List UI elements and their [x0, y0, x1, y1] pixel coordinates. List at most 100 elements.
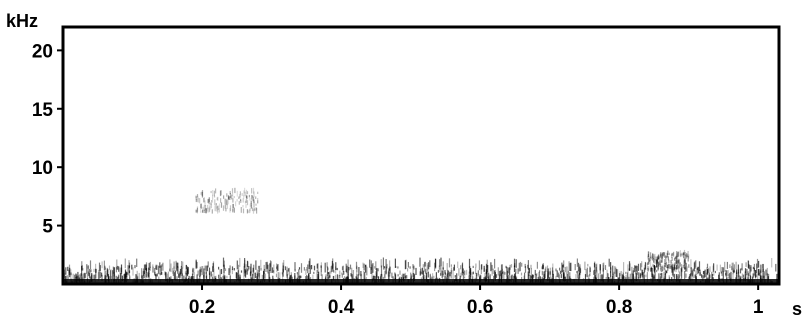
energy-streak: [251, 207, 254, 212]
energy-streak: [370, 267, 372, 274]
energy-streak: [245, 189, 248, 195]
energy-streak: [306, 267, 308, 271]
energy-streak: [226, 275, 228, 279]
energy-streak: [267, 264, 269, 274]
energy-streak: [255, 260, 257, 270]
energy-streak: [121, 275, 123, 282]
energy-streak: [93, 274, 95, 280]
energy-streak: [249, 197, 251, 201]
energy-streak: [220, 269, 223, 275]
energy-streak: [106, 273, 108, 278]
energy-streak: [740, 276, 742, 282]
energy-streak: [389, 272, 391, 277]
energy-streak: [67, 266, 69, 271]
energy-streak: [81, 274, 83, 282]
energy-streak: [534, 269, 536, 276]
energy-streak: [461, 264, 463, 273]
energy-streak: [757, 273, 759, 284]
energy-streak: [365, 264, 367, 267]
energy-streak: [332, 276, 334, 281]
energy-streak: [520, 272, 523, 276]
energy-streak: [294, 262, 296, 271]
energy-streak: [205, 275, 207, 280]
energy-streak: [750, 265, 752, 271]
energy-streak: [694, 274, 696, 278]
energy-streak: [245, 270, 247, 278]
energy-streak: [695, 270, 697, 276]
energy-streak: [676, 251, 678, 257]
energy-streak: [637, 277, 640, 281]
x-axis-unit-label: s: [792, 299, 802, 319]
energy-streak: [229, 196, 231, 200]
energy-streak: [446, 263, 448, 271]
energy-streak: [160, 266, 162, 272]
energy-streak: [252, 187, 255, 194]
energy-streak: [557, 272, 560, 278]
energy-streak: [656, 258, 658, 265]
energy-streak: [468, 258, 471, 269]
energy-streak: [460, 265, 462, 270]
energy-streak: [587, 263, 589, 267]
energy-streak: [658, 263, 660, 267]
energy-streak: [145, 268, 147, 278]
energy-streak: [253, 199, 255, 204]
energy-streak: [170, 263, 172, 273]
energy-streak: [206, 274, 208, 283]
energy-streak: [706, 268, 708, 274]
energy-streak: [685, 267, 687, 272]
energy-streak: [162, 262, 164, 271]
energy-streak: [145, 273, 147, 282]
energy-streak: [360, 274, 363, 284]
energy-streak: [317, 263, 319, 273]
energy-streak: [507, 267, 509, 274]
energy-streak: [468, 271, 470, 278]
energy-streak: [645, 274, 647, 278]
energy-streak: [657, 255, 660, 260]
energy-streak: [94, 274, 96, 283]
energy-streak: [212, 190, 214, 196]
energy-streak: [245, 264, 247, 273]
energy-streak: [199, 198, 201, 204]
energy-streak: [633, 267, 635, 272]
energy-streak: [215, 188, 217, 194]
energy-streak: [382, 257, 384, 267]
energy-streak: [83, 272, 86, 282]
energy-streak: [89, 260, 92, 269]
energy-streak: [219, 269, 221, 279]
energy-streak: [671, 265, 673, 271]
energy-streak: [596, 263, 598, 270]
energy-streak: [435, 272, 437, 280]
energy-streak: [419, 267, 422, 275]
energy-streak: [648, 258, 650, 263]
energy-streak: [542, 265, 544, 270]
energy-streak: [253, 191, 255, 198]
energy-streak: [104, 265, 106, 268]
energy-streak: [247, 210, 249, 214]
energy-streak: [656, 269, 658, 273]
energy-streak: [155, 266, 157, 270]
energy-streak: [243, 195, 245, 199]
energy-streak: [495, 274, 498, 278]
energy-streak: [113, 267, 115, 277]
energy-streak: [182, 261, 184, 269]
energy-streak: [178, 273, 180, 278]
energy-streak: [346, 265, 348, 274]
energy-streak: [148, 273, 150, 284]
energy-streak: [648, 262, 650, 265]
energy-streak: [404, 272, 406, 281]
energy-streak: [713, 263, 715, 273]
energy-streak: [169, 259, 171, 269]
energy-streak: [645, 262, 647, 270]
energy-streak: [552, 270, 554, 275]
energy-streak: [197, 270, 199, 276]
energy-streak: [335, 266, 337, 274]
energy-streak: [229, 205, 232, 212]
energy-streak: [427, 271, 429, 278]
energy-streak: [341, 273, 343, 278]
energy-streak: [752, 266, 754, 270]
energy-streak: [731, 262, 733, 271]
energy-streak: [542, 263, 544, 267]
energy-streak: [640, 274, 642, 278]
energy-streak: [593, 262, 596, 268]
energy-streak: [634, 265, 636, 273]
